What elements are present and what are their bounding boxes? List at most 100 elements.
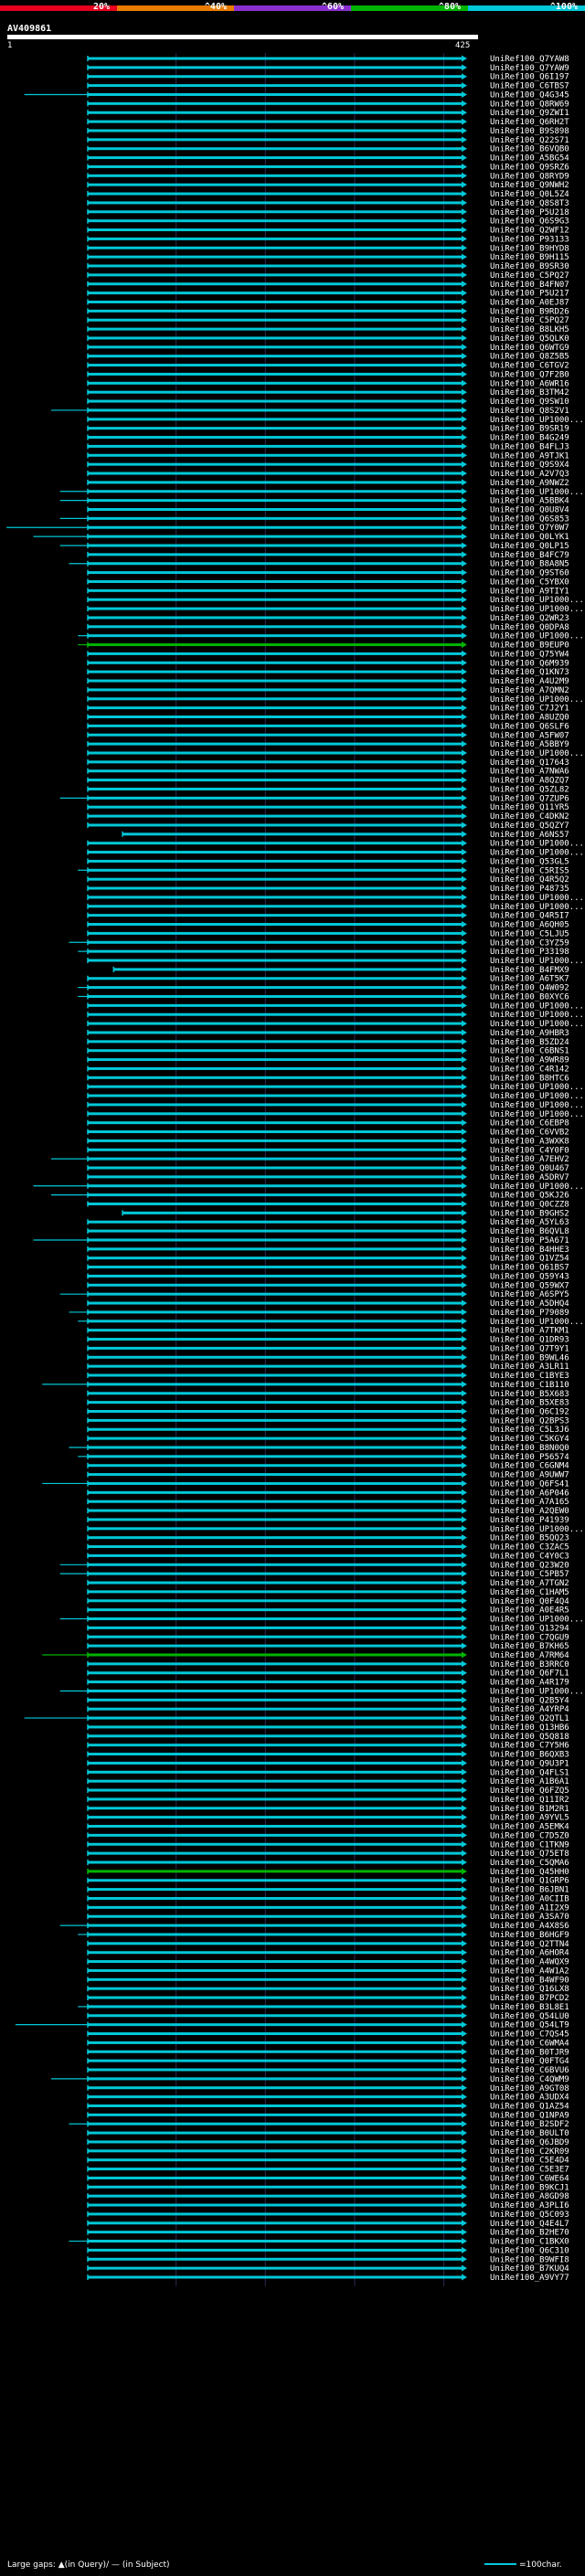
alignment-row[interactable]: UniRef100_A6P046	[87, 1489, 569, 1498]
alignment-row[interactable]: UniRef100_A7A165	[87, 1498, 569, 1507]
alignment-label[interactable]: UniRef100_A7EHV2	[490, 1155, 569, 1164]
alignment-label[interactable]: UniRef100_B4FC79	[490, 551, 569, 560]
alignment-label[interactable]: UniRef100_Q1NPA9	[490, 2111, 569, 2120]
alignment-row[interactable]: UniRef100_B2SDF2	[69, 2120, 569, 2129]
alignment-row[interactable]: UniRef100_Q6C192	[87, 1408, 569, 1417]
alignment-row[interactable]: UniRef100_UP1000...	[33, 1182, 584, 1192]
alignment-row[interactable]: UniRef100_P56574	[78, 1453, 569, 1462]
alignment-row[interactable]: UniRef100_A7QMN2	[87, 686, 569, 695]
alignment-row[interactable]: UniRef100_Q6M939	[87, 659, 569, 668]
alignment-row[interactable]: UniRef100_Q0LYK1	[33, 533, 569, 542]
alignment-row[interactable]: UniRef100_Q8S2V1	[50, 407, 569, 416]
alignment-label[interactable]: UniRef100_A9VY77	[490, 2274, 569, 2283]
alignment-row[interactable]: UniRef100_C3ZAC5	[87, 1543, 569, 1553]
alignment-label[interactable]: UniRef100_B5QQ23	[490, 1534, 569, 1543]
alignment-label[interactable]: UniRef100_Q6WTG9	[490, 344, 569, 353]
alignment-label[interactable]: UniRef100_B5ZD24	[490, 1038, 569, 1047]
alignment-row[interactable]: UniRef100_A6QH05	[87, 921, 569, 930]
alignment-row[interactable]: UniRef100_Q6C310	[87, 2246, 569, 2255]
alignment-label[interactable]: UniRef100_Q4FLS1	[490, 1768, 569, 1777]
alignment-label[interactable]: UniRef100_UP1000...	[490, 1318, 584, 1327]
alignment-label[interactable]: UniRef100_Q9NWH2	[490, 181, 569, 190]
alignment-row[interactable]: UniRef100_A4YRP4	[87, 1705, 569, 1714]
alignment-row[interactable]: UniRef100_C6EBP8	[87, 1119, 569, 1129]
alignment-label[interactable]: UniRef100_B6QXB3	[490, 1751, 569, 1760]
alignment-row[interactable]: UniRef100_Q22S71	[87, 136, 569, 145]
alignment-label[interactable]: UniRef100_C4R142	[490, 1065, 569, 1074]
alignment-row[interactable]: UniRef100_UP1000...	[87, 1092, 584, 1101]
alignment-row[interactable]: UniRef100_A1I2X9	[87, 1903, 569, 1913]
alignment-row[interactable]: UniRef100_A0EJ87	[87, 298, 569, 307]
alignment-row[interactable]: UniRef100_A4X8S6	[59, 1922, 569, 1931]
alignment-row[interactable]: UniRef100_Q9ZWI1	[87, 109, 569, 118]
alignment-row[interactable]: UniRef100_B4FN07	[87, 281, 569, 290]
alignment-row[interactable]: UniRef100_Q2TTN4	[87, 1940, 569, 1949]
alignment-label[interactable]: UniRef100_B9WFI8	[490, 2255, 569, 2264]
alignment-label[interactable]: UniRef100_Q7YAW8	[490, 55, 569, 64]
alignment-row[interactable]: UniRef100_P5U218	[87, 208, 569, 217]
alignment-label[interactable]: UniRef100_P5U218	[490, 208, 569, 217]
alignment-label[interactable]: UniRef100_UP1000...	[490, 1182, 584, 1192]
alignment-label[interactable]: UniRef100_A0E4R5	[490, 1606, 569, 1616]
alignment-label[interactable]: UniRef100_Q0F4Q4	[490, 1597, 569, 1606]
alignment-row[interactable]: UniRef100_Q9U3P1	[87, 1759, 569, 1768]
alignment-row[interactable]: UniRef100_A8UZQ0	[87, 714, 569, 723]
alignment-label[interactable]: UniRef100_UP1000...	[490, 488, 584, 497]
alignment-label[interactable]: UniRef100_Q1DR93	[490, 1336, 569, 1345]
alignment-row[interactable]: UniRef100_A9WR89	[87, 1056, 569, 1065]
alignment-row[interactable]: UniRef100_A2QEW0	[87, 1507, 569, 1516]
alignment-label[interactable]: UniRef100_UP1000...	[490, 1020, 584, 1029]
alignment-row[interactable]: UniRef100_Q59WX7	[87, 1281, 569, 1290]
alignment-row[interactable]: UniRef100_B3TM42	[87, 388, 569, 398]
alignment-label[interactable]: UniRef100_B6JBN1	[490, 1886, 569, 1895]
alignment-label[interactable]: UniRef100_Q8RYD9	[490, 172, 569, 181]
alignment-label[interactable]: UniRef100_Q4R5I7	[490, 912, 569, 921]
alignment-row[interactable]: UniRef100_Q5ZL82	[87, 785, 569, 794]
alignment-label[interactable]: UniRef100_Q6SLF6	[490, 722, 569, 731]
alignment-label[interactable]: UniRef100_B4FMX9	[490, 966, 569, 975]
alignment-label[interactable]: UniRef100_Q0DPA8	[490, 623, 569, 632]
alignment-row[interactable]: UniRef100_A5BG54	[87, 154, 569, 164]
alignment-row[interactable]: UniRef100_Q8S8T3	[87, 199, 569, 208]
alignment-row[interactable]: UniRef100_UP1000...	[87, 894, 584, 903]
alignment-label[interactable]: UniRef100_B4G249	[490, 434, 569, 443]
alignment-row[interactable]: UniRef100_UP1000...	[87, 1011, 584, 1020]
alignment-label[interactable]: UniRef100_Q0U8V4	[490, 506, 569, 515]
alignment-row[interactable]: UniRef100_Q2QTL1	[24, 1714, 569, 1723]
alignment-row[interactable]: UniRef100_C6VVB2	[87, 1129, 569, 1138]
alignment-label[interactable]: UniRef100_B5X683	[490, 1390, 569, 1399]
alignment-row[interactable]: UniRef100_C5E3E7	[87, 2166, 569, 2175]
alignment-label[interactable]: UniRef100_Q2B5Y4	[490, 1696, 569, 1705]
alignment-label[interactable]: UniRef100_UP1000...	[490, 849, 584, 858]
alignment-row[interactable]: UniRef100_UP1000...	[59, 1687, 584, 1696]
alignment-row[interactable]: UniRef100_Q45HH0	[87, 1868, 569, 1877]
alignment-label[interactable]: UniRef100_Q2WF12	[490, 227, 569, 236]
alignment-row[interactable]: UniRef100_UP1000...	[87, 957, 584, 966]
alignment-row[interactable]: UniRef100_A4U2M9	[87, 677, 569, 686]
alignment-row[interactable]: UniRef100_UP1000...	[87, 903, 584, 912]
alignment-label[interactable]: UniRef100_B6HGF9	[490, 1931, 569, 1940]
alignment-label[interactable]: UniRef100_Q11IR2	[490, 1796, 569, 1805]
alignment-label[interactable]: UniRef100_B8N0Q0	[490, 1444, 569, 1453]
alignment-label[interactable]: UniRef100_Q2QTL1	[490, 1714, 569, 1723]
alignment-row[interactable]: UniRef100_A6T5K7	[87, 975, 569, 984]
alignment-row[interactable]: UniRef100_C6BVU6	[87, 2066, 569, 2075]
alignment-label[interactable]: UniRef100_A7NWA6	[490, 768, 569, 777]
alignment-label[interactable]: UniRef100_C1BYE3	[490, 1372, 569, 1381]
alignment-label[interactable]: UniRef100_Q54LT9	[490, 2021, 569, 2030]
alignment-row[interactable]: UniRef100_B9H115	[87, 253, 569, 262]
alignment-label[interactable]: UniRef100_C5KGY4	[490, 1435, 569, 1444]
alignment-label[interactable]: UniRef100_Q6C192	[490, 1408, 569, 1417]
alignment-row[interactable]: UniRef100_Q4R5I7	[87, 912, 569, 921]
alignment-label[interactable]: UniRef100_B7KH65	[490, 1642, 569, 1651]
alignment-label[interactable]: UniRef100_Q16LX8	[490, 1985, 569, 1994]
alignment-label[interactable]: UniRef100_C4DKN2	[490, 812, 569, 822]
alignment-label[interactable]: UniRef100_A0EJ87	[490, 298, 569, 307]
alignment-label[interactable]: UniRef100_Q0FTG4	[490, 2057, 569, 2066]
alignment-row[interactable]: UniRef100_B0TJR9	[87, 2048, 569, 2057]
alignment-label[interactable]: UniRef100_A6HOR4	[490, 1949, 569, 1958]
alignment-label[interactable]: UniRef100_C6BVU6	[490, 2066, 569, 2075]
alignment-label[interactable]: UniRef100_A6QH05	[490, 921, 569, 930]
alignment-row[interactable]: UniRef100_Q11IR2	[87, 1796, 569, 1805]
alignment-label[interactable]: UniRef100_Q6S9G3	[490, 217, 569, 227]
